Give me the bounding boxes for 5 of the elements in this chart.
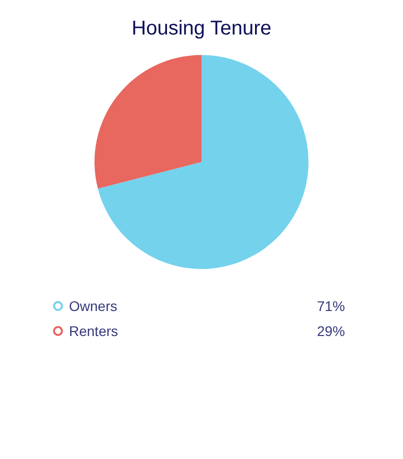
- legend-label: Renters: [69, 322, 120, 338]
- data-label: 29%: [316, 322, 345, 338]
- legend-label: Owners: [69, 298, 118, 314]
- data-label: 71%: [316, 298, 345, 314]
- chart-title: Housing Tenure: [132, 18, 272, 40]
